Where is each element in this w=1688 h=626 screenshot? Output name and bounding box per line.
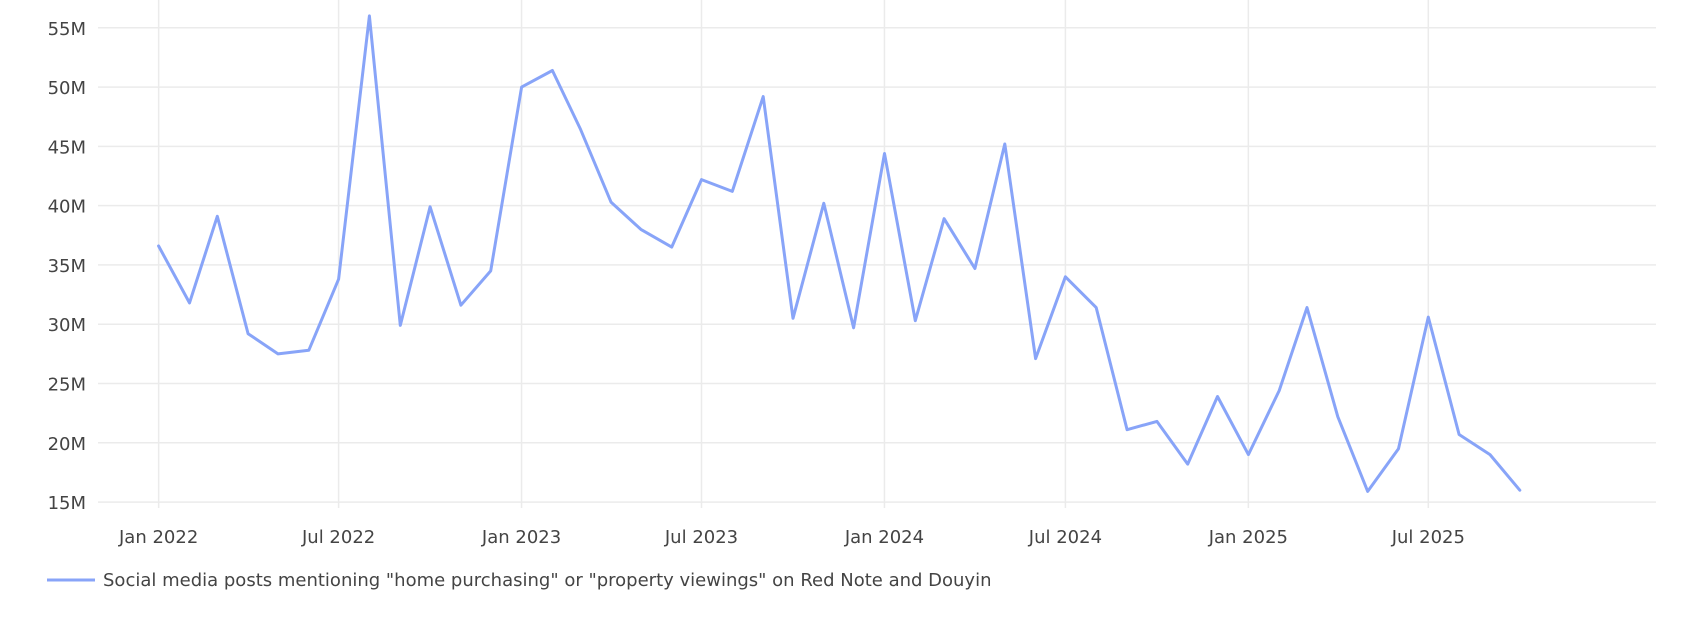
data-point[interactable] — [879, 148, 889, 158]
data-point[interactable] — [273, 349, 283, 359]
y-axis: 15M 20M 25M 30M 35M 40M 45M 50M 55M — [48, 19, 86, 514]
y-tick-label: 35M — [48, 256, 86, 277]
data-point[interactable] — [1000, 139, 1010, 149]
data-point[interactable] — [819, 198, 829, 208]
data-point[interactable] — [1060, 272, 1070, 282]
y-tick-label: 55M — [48, 19, 86, 40]
data-point[interactable] — [486, 266, 496, 276]
x-tick-label: Jan 2022 — [118, 527, 198, 548]
y-tick-label: 45M — [48, 137, 86, 158]
data-point[interactable] — [243, 329, 253, 339]
x-tick-label: Jan 2024 — [844, 527, 924, 548]
data-point[interactable] — [970, 263, 980, 273]
x-axis: Jan 2022 Jul 2022 Jan 2023 Jul 2023 Jan 2024… — [118, 527, 1465, 548]
legend[interactable]: Social media posts mentioning "home purc… — [47, 570, 992, 591]
data-point[interactable] — [727, 186, 737, 196]
data-point[interactable] — [364, 11, 374, 21]
data-point[interactable] — [575, 124, 585, 134]
data-point[interactable] — [1031, 354, 1041, 364]
x-tick-label: Jul 2023 — [664, 527, 738, 548]
series-layer — [154, 11, 1525, 496]
y-tick-label: 50M — [48, 78, 86, 99]
data-point[interactable] — [1152, 416, 1162, 426]
data-point[interactable] — [1454, 429, 1464, 439]
data-point[interactable] — [606, 197, 616, 207]
y-tick-label: 20M — [48, 434, 86, 455]
y-tick-label: 30M — [48, 315, 86, 336]
data-point[interactable] — [1363, 486, 1373, 496]
data-point[interactable] — [154, 241, 164, 251]
data-point[interactable] — [547, 65, 557, 75]
data-point[interactable] — [1423, 312, 1433, 322]
series-line[interactable] — [157, 14, 1522, 493]
data-point[interactable] — [788, 313, 798, 323]
y-tick-label: 40M — [48, 197, 86, 218]
data-point[interactable] — [1515, 485, 1525, 495]
x-tick-label: Jan 2025 — [1208, 527, 1288, 548]
legend-label: Social media posts mentioning "home purc… — [103, 570, 992, 591]
y-tick-label: 15M — [48, 493, 86, 514]
data-point[interactable] — [939, 214, 949, 224]
data-point[interactable] — [758, 92, 768, 102]
data-point[interactable] — [1393, 444, 1403, 454]
data-point[interactable] — [456, 300, 466, 310]
data-point[interactable] — [334, 274, 344, 284]
grid-layer — [98, 0, 1656, 508]
data-point[interactable] — [636, 224, 646, 234]
data-point[interactable] — [212, 211, 222, 221]
data-point[interactable] — [697, 175, 707, 185]
x-tick-label: Jul 2024 — [1028, 527, 1102, 548]
data-point[interactable] — [1485, 450, 1495, 460]
data-point[interactable] — [1333, 412, 1343, 422]
data-point[interactable] — [425, 202, 435, 212]
data-point[interactable] — [1274, 386, 1284, 396]
x-tick-label: Jan 2023 — [481, 527, 561, 548]
data-point[interactable] — [1243, 450, 1253, 460]
data-point[interactable] — [517, 82, 527, 92]
data-point[interactable] — [849, 323, 859, 333]
y-tick-label: 25M — [48, 375, 86, 396]
data-point[interactable] — [1302, 303, 1312, 313]
data-point[interactable] — [910, 316, 920, 326]
data-point[interactable] — [395, 320, 405, 330]
data-point[interactable] — [1183, 459, 1193, 469]
data-point[interactable] — [1122, 425, 1132, 435]
x-tick-label: Jul 2025 — [1391, 527, 1465, 548]
data-point[interactable] — [304, 345, 314, 355]
data-point[interactable] — [667, 242, 677, 252]
data-point[interactable] — [1091, 303, 1101, 313]
data-point[interactable] — [184, 298, 194, 308]
data-point[interactable] — [1213, 392, 1223, 402]
x-tick-label: Jul 2022 — [301, 527, 375, 548]
